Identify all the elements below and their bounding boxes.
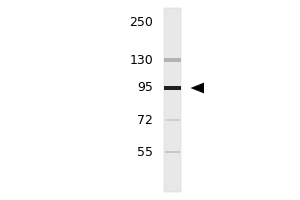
Text: 250: 250 xyxy=(129,16,153,28)
Text: 130: 130 xyxy=(129,53,153,66)
Bar xyxy=(164,58,181,62)
Text: 72: 72 xyxy=(137,114,153,127)
Bar xyxy=(164,8,181,192)
Text: 55: 55 xyxy=(137,146,153,158)
Bar xyxy=(164,86,181,90)
Polygon shape xyxy=(190,83,204,93)
Bar xyxy=(165,151,180,153)
Bar xyxy=(165,119,180,121)
Text: 95: 95 xyxy=(137,81,153,94)
